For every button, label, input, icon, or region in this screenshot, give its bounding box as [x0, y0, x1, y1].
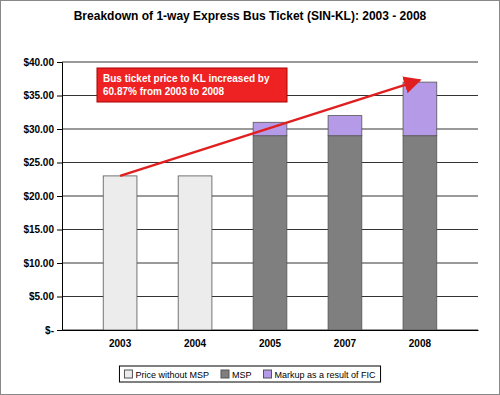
annotation-layer: Bus ticket price to KL increased by 60.87…: [97, 68, 420, 176]
y-tick: $30.00: [23, 124, 62, 135]
bar: [178, 176, 212, 330]
bar: [328, 116, 362, 136]
x-tick-label: 2004: [184, 338, 207, 349]
plot: $- $5.00 $10.00 $15.00 $20.00 $25.00 $30.00 $35…: [23, 57, 478, 349]
x-axis-line: [63, 330, 479, 331]
annotation: Bus ticket price to KL increased by 60.87…: [97, 68, 287, 102]
bar: [103, 176, 137, 330]
y-tick: $-: [45, 325, 62, 336]
legend-swatch: [221, 370, 229, 378]
y-tick: $5.00: [29, 291, 62, 302]
y-tick-label: $-: [45, 325, 54, 336]
legend-label: MSP: [232, 370, 252, 380]
y-tick-label: $35.00: [23, 90, 54, 101]
legend-item: MSP: [221, 370, 252, 380]
annotation-text: 60.87% from 2003 to 2008: [103, 86, 225, 97]
legend-box: [119, 366, 380, 382]
y-tick: $40.00: [23, 57, 62, 68]
y-axis-line: [57, 63, 63, 331]
y-tick-label: $10.00: [23, 258, 54, 269]
bar: [403, 82, 437, 136]
grid-line: [62, 62, 478, 63]
background: [1, 1, 500, 395]
bar: [328, 136, 362, 330]
bar: [253, 136, 287, 330]
y-tick-label: $20.00: [23, 191, 54, 202]
x-tick-label: 2005: [259, 338, 282, 349]
x-tick-label: 2007: [334, 338, 357, 349]
annotation-text: Bus ticket price to KL increased by: [103, 73, 270, 84]
y-tick-mark: [57, 330, 62, 331]
chart: Breakdown of 1-way Express Bus Ticket (S…: [0, 0, 500, 395]
y-tick: $15.00: [23, 224, 62, 235]
x-tick-label: 2008: [409, 338, 432, 349]
grid: [62, 62, 478, 330]
y-tick-label: $5.00: [29, 291, 54, 302]
x-tick-label: 2003: [109, 338, 132, 349]
y-axis: $- $5.00 $10.00 $15.00 $20.00 $25.00 $30.00 $35…: [23, 57, 62, 336]
bar: [403, 136, 437, 330]
x-tick: 2004: [184, 330, 207, 349]
legend-item: Price without MSP: [124, 370, 209, 380]
x-tick: 2007: [334, 330, 357, 349]
title: Breakdown of 1-way Express Bus Ticket (S…: [74, 9, 427, 23]
y-tick-label: $40.00: [23, 57, 54, 68]
legend: Price without MSP MSP Markup as a result o…: [119, 366, 380, 382]
y-tick-mark: [57, 297, 62, 298]
y-tick-mark: [57, 263, 62, 264]
y-tick: $25.00: [23, 157, 62, 168]
x-tick: 2003: [109, 330, 132, 349]
legend-label: Price without MSP: [135, 370, 209, 380]
y-tick-label: $25.00: [23, 157, 54, 168]
legend-swatch: [264, 370, 272, 378]
y-tick-label: $15.00: [23, 224, 54, 235]
x-tick: 2005: [259, 330, 282, 349]
legend-swatch: [124, 370, 132, 378]
bars: [103, 82, 437, 330]
y-tick-mark: [57, 230, 62, 231]
y-tick-mark: [57, 196, 62, 197]
legend-item: Markup as a result of FIC: [264, 370, 377, 380]
y-tick-label: $30.00: [23, 124, 54, 135]
y-tick-mark: [57, 129, 62, 130]
x-axis: 2003 2004 2005 2007 2008: [63, 330, 479, 349]
y-tick: $35.00: [23, 90, 62, 101]
x-tick: 2008: [409, 330, 432, 349]
y-tick: $20.00: [23, 191, 62, 202]
legend-label: Markup as a result of FIC: [275, 370, 377, 380]
y-tick: $10.00: [23, 258, 62, 269]
y-tick-mark: [57, 62, 62, 63]
y-tick-mark: [57, 163, 62, 164]
y-tick-mark: [57, 96, 62, 97]
annotation-box: [97, 68, 287, 102]
